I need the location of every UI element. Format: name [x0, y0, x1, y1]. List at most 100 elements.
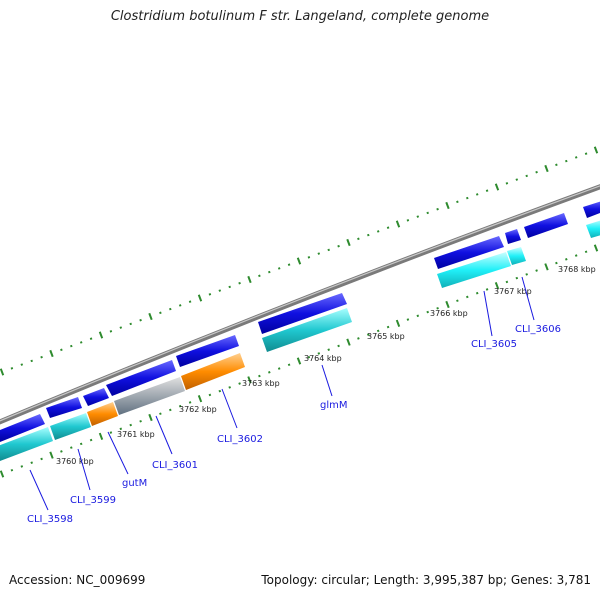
minor-tick	[178, 404, 182, 408]
gene-arrow[interactable]	[83, 388, 109, 406]
minor-tick	[109, 330, 113, 333]
minor-tick	[475, 291, 479, 295]
gene-arrow[interactable]	[524, 213, 568, 238]
genome-backbone	[0, 184, 600, 425]
minor-tick	[129, 423, 132, 427]
minor-tick	[208, 293, 212, 296]
minor-tick	[515, 276, 519, 280]
outer-tick-ring	[0, 146, 599, 376]
gene-label-cli-3601[interactable]: CLI_3601	[152, 460, 198, 471]
major-tick	[197, 395, 203, 403]
gene-arrow[interactable]	[434, 236, 504, 269]
minor-tick	[505, 182, 509, 185]
kbp-label: 3765 kbp	[367, 332, 405, 341]
minor-tick	[238, 382, 241, 385]
minor-tick	[307, 256, 311, 259]
minor-tick	[327, 348, 330, 351]
gene-arrow[interactable]	[46, 397, 82, 418]
minor-tick	[188, 300, 192, 303]
major-tick	[494, 282, 500, 290]
minor-tick	[119, 427, 123, 431]
minor-tick	[60, 348, 63, 352]
minor-tick	[555, 163, 558, 167]
minor-tick	[406, 318, 410, 321]
kbp-label: 3768 kbp	[558, 265, 596, 274]
major-tick	[544, 164, 549, 173]
minor-tick	[268, 270, 271, 274]
minor-tick	[10, 367, 14, 370]
minor-tick	[515, 178, 519, 181]
kbp-label: 3760 kbp	[56, 457, 94, 466]
gene-label-cli-3605[interactable]: CLI_3605	[471, 339, 517, 350]
minor-tick	[238, 281, 241, 285]
minor-tick	[357, 237, 360, 241]
gene-labels: CLI_3598 CLI_3599 gutM CLI_3601 CLI_3602…	[27, 324, 561, 525]
cds-block[interactable]	[50, 413, 91, 440]
cds-block[interactable]	[87, 402, 118, 426]
kbp-scale: 3760 kbp 3761 kbp 3762 kbp 3763 kbp 3764…	[56, 265, 596, 466]
minor-tick	[10, 468, 14, 472]
major-tick	[395, 220, 401, 228]
minor-tick	[485, 288, 489, 291]
cds-block[interactable]	[262, 308, 352, 352]
major-tick	[98, 432, 104, 440]
minor-tick	[317, 352, 321, 355]
minor-tick	[337, 344, 340, 348]
minor-tick	[555, 261, 558, 265]
gene-arrow[interactable]	[176, 335, 239, 367]
major-tick	[593, 244, 599, 252]
gene-label-cli-3598[interactable]: CLI_3598	[27, 514, 73, 525]
gene-label-cli-3599[interactable]: CLI_3599	[70, 495, 116, 506]
minor-tick	[574, 254, 578, 257]
gene-label-glmm[interactable]: glmM	[320, 400, 348, 411]
minor-tick	[20, 363, 24, 366]
minor-tick	[228, 386, 231, 389]
gene-arrow[interactable]	[505, 229, 521, 244]
minor-tick	[426, 211, 429, 215]
cds-block[interactable]	[114, 377, 185, 415]
minor-tick	[456, 200, 459, 204]
minor-tick	[70, 446, 73, 449]
accession-label: Accession: NC_009699	[9, 573, 146, 587]
minor-tick	[584, 152, 588, 155]
minor-tick	[268, 371, 271, 374]
gene-label-cli-3606[interactable]: CLI_3606	[515, 324, 561, 335]
minor-tick	[20, 465, 24, 468]
gene-label-gutm[interactable]: gutM	[122, 478, 147, 489]
minor-tick	[89, 438, 93, 442]
minor-tick	[436, 306, 439, 310]
major-tick	[395, 319, 401, 327]
major-tick	[445, 201, 450, 210]
major-tick	[544, 263, 549, 271]
major-tick	[197, 294, 203, 302]
cds-block[interactable]	[507, 247, 526, 265]
gene-arrow[interactable]	[258, 293, 347, 334]
kbp-label: 3761 kbp	[117, 430, 155, 439]
major-tick	[247, 376, 252, 384]
minor-tick	[188, 401, 192, 404]
label-leaders	[29, 276, 535, 511]
minor-tick	[367, 233, 370, 237]
minor-tick	[307, 355, 311, 359]
minor-tick	[376, 230, 380, 233]
cds-block[interactable]	[437, 252, 511, 288]
minor-tick	[258, 374, 261, 378]
minor-tick	[277, 367, 281, 370]
cds-block[interactable]	[181, 353, 245, 390]
cds-features	[0, 219, 600, 461]
cds-block[interactable]	[586, 219, 600, 238]
gene-arrow[interactable]	[106, 360, 176, 396]
minor-tick	[228, 285, 231, 289]
gene-arrow[interactable]	[583, 200, 600, 218]
gene-arrow[interactable]	[0, 414, 45, 442]
major-tick	[0, 470, 5, 478]
major-tick	[0, 368, 5, 376]
cds-block[interactable]	[0, 427, 53, 461]
minor-tick	[159, 412, 162, 416]
minor-tick	[218, 389, 222, 393]
gene-label-cli-3602[interactable]: CLI_3602	[217, 434, 263, 445]
major-tick	[49, 349, 54, 358]
minor-tick	[565, 258, 568, 261]
minor-tick	[30, 359, 33, 363]
